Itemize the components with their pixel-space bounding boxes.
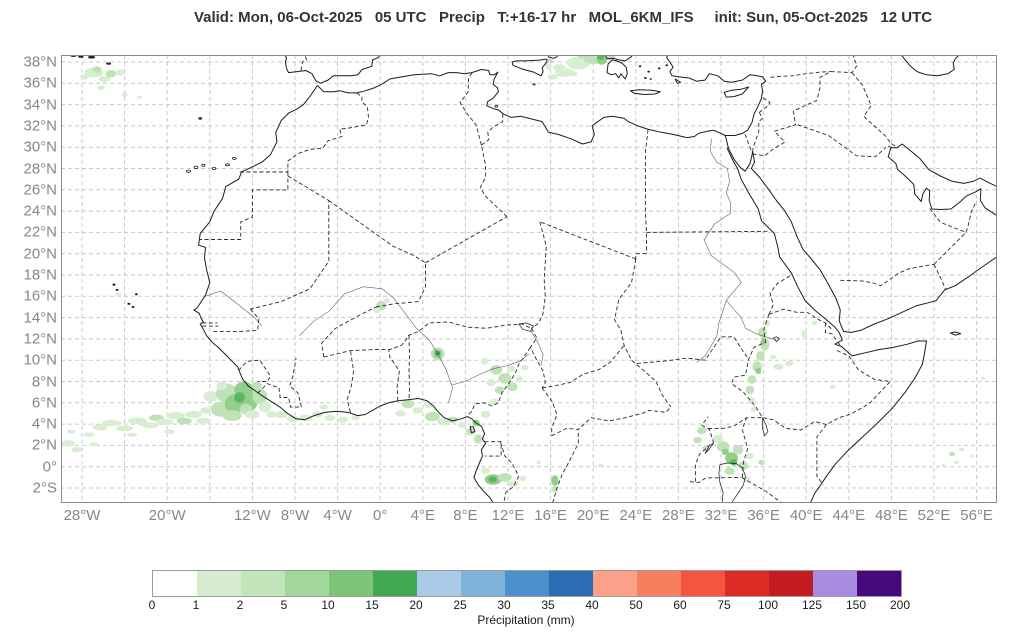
lat-tick-label: 12°N (23, 330, 57, 348)
lat-tick-label: 0° (42, 458, 57, 476)
colorbar-tick-label: 5 (280, 598, 288, 612)
lon-tick-label: 4°W (323, 507, 352, 524)
lon-tick-label: 0° (373, 507, 388, 524)
lon-tick-label: 12°E (491, 507, 525, 524)
page-title: Valid: Mon, 06-Oct-2025 05 UTC Precip T:… (193, 9, 933, 26)
colorbar-tick-label: 1 (192, 598, 200, 612)
islands (70, 55, 668, 308)
coastlines (193, 55, 997, 503)
colorbar-segment (241, 571, 285, 596)
colorbar-segment (153, 571, 197, 596)
lon-tick-label: 16°E (534, 507, 567, 524)
lat-tick-label: 2°N (31, 436, 57, 454)
lat-tick-label: 36°N (23, 74, 57, 92)
lat-tick-label: 32°N (23, 117, 57, 135)
map-frame (61, 55, 997, 503)
lat-tick-label: 16°N (23, 287, 57, 305)
colorbar-tick-label: 60 (673, 598, 687, 612)
lat-tick-label: 22°N (23, 223, 57, 241)
lat-tick-label: 8°N (31, 373, 57, 390)
map-canvas (61, 55, 997, 503)
lat-tick-label: 10°N (23, 351, 57, 369)
lon-tick-label: 28°W (63, 507, 101, 524)
colorbar-segment (417, 571, 461, 596)
lat-tick-label: 4°N (31, 415, 57, 433)
lon-tick-label: 28°E (662, 507, 695, 524)
lon-tick-label: 52°E (917, 507, 951, 524)
colorbar-tick-label: 0 (148, 598, 156, 612)
lon-tick-label: 56°E (960, 507, 993, 524)
rivers (205, 138, 777, 403)
colorbar-segment (461, 571, 505, 596)
country-borders (199, 55, 978, 503)
lat-tick-label: 26°N (23, 181, 57, 199)
colorbar (152, 570, 902, 597)
colorbar-label: Précipitation (mm) (477, 613, 575, 627)
lon-tick-label: 44°E (832, 507, 866, 524)
lat-tick-label: 24°N (23, 202, 57, 220)
colorbar-tick-label: 50 (629, 598, 643, 612)
lon-tick-label: 20°W (148, 507, 186, 524)
colorbar-tick-label: 2 (236, 598, 244, 612)
lon-tick-label: 36°E (747, 507, 780, 524)
colorbar-tick-label: 20 (409, 598, 423, 612)
colorbar-tick-label: 150 (845, 598, 867, 612)
colorbar-tick-label: 30 (497, 598, 511, 612)
gridlines (61, 55, 997, 503)
colorbar-tick-label: 100 (757, 598, 779, 612)
lon-tick-label: 8°W (280, 507, 310, 524)
colorbar-tick-label: 25 (453, 598, 467, 612)
colorbar-segment (725, 571, 769, 596)
lat-tick-label: 20°N (23, 245, 57, 263)
lat-tick-label: 38°N (23, 53, 57, 71)
lon-tick-label: 12°W (233, 507, 271, 524)
colorbar-tick-label: 35 (541, 598, 555, 612)
lon-tick-label: 48°E (875, 507, 908, 524)
colorbar-segment (637, 571, 681, 596)
colorbar-segment (857, 571, 901, 596)
colorbar-segment (549, 571, 593, 596)
lakes (518, 322, 781, 503)
lon-tick-label: 20°E (576, 507, 610, 524)
colorbar-segment (813, 571, 857, 596)
colorbar-tick-label: 15 (365, 598, 379, 612)
lon-tick-label: 40°E (789, 507, 823, 524)
lat-tick-label: 6°N (31, 394, 57, 412)
lat-tick-label: 34°N (23, 96, 57, 114)
colorbar-tick-label: 200 (889, 598, 911, 612)
colorbar-tick-label: 75 (717, 598, 731, 612)
colorbar-segment (593, 571, 637, 596)
lat-tick-label: 28°N (23, 160, 57, 177)
lat-tick-label: 2°S (32, 479, 57, 497)
precipitation-layer (61, 55, 986, 493)
lon-tick-label: 8°E (453, 507, 478, 524)
colorbar-segment (681, 571, 725, 596)
lat-tick-label: 18°N (23, 266, 57, 284)
colorbar-tick-label: 10 (321, 598, 335, 612)
colorbar-segment (329, 571, 373, 596)
colorbar-segment (197, 571, 241, 596)
lon-tick-label: 24°E (619, 507, 653, 524)
colorbar-segment (373, 571, 417, 596)
colorbar-segment (769, 571, 813, 596)
colorbar-tick-label: 40 (585, 598, 599, 612)
lat-tick-label: 30°N (23, 138, 57, 156)
colorbar-segment (505, 571, 549, 596)
colorbar-tick-label: 125 (801, 598, 823, 612)
lon-tick-label: 4°E (410, 507, 435, 524)
colorbar-segment (285, 571, 329, 596)
lon-tick-label: 32°E (704, 507, 738, 524)
lat-tick-label: 14°N (23, 309, 57, 327)
